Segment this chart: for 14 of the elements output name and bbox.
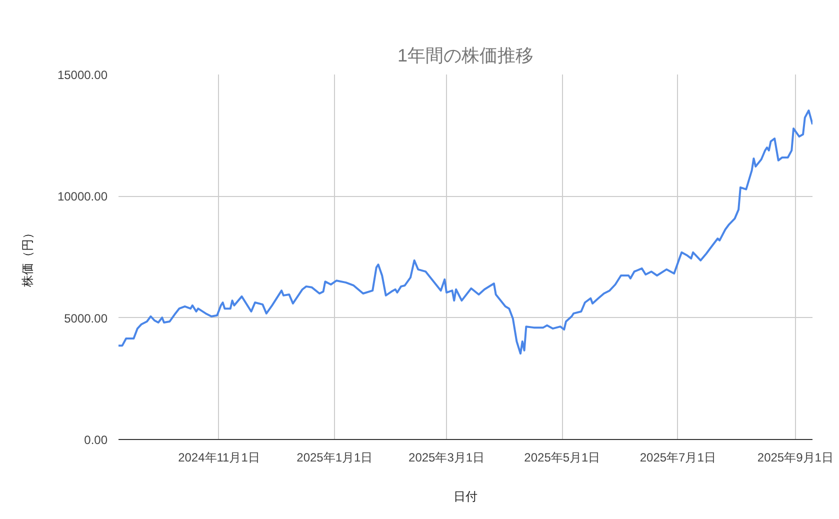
x-tick-label: 2025年5月1日 xyxy=(524,450,600,464)
y-axis-title: 株価（円） xyxy=(20,227,34,288)
x-axis-title: 日付 xyxy=(454,490,478,504)
x-tick-label: 2025年9月1日 xyxy=(757,450,834,464)
y-tick-label: 10000.00 xyxy=(57,190,108,204)
x-tick-label: 2025年1月1日 xyxy=(296,450,373,464)
chart-title: 1年間の株価推移 xyxy=(397,46,534,66)
y-tick-label: 15000.00 xyxy=(57,68,108,82)
y-tick-label: 0.00 xyxy=(84,433,108,447)
line-series xyxy=(118,110,812,355)
x-tick-label: 2025年3月1日 xyxy=(408,450,485,464)
x-tick-label: 2024年11月1日 xyxy=(178,450,260,464)
x-tick-label: 2025年7月1日 xyxy=(640,450,716,464)
y-tick-label: 5000.00 xyxy=(64,311,108,326)
